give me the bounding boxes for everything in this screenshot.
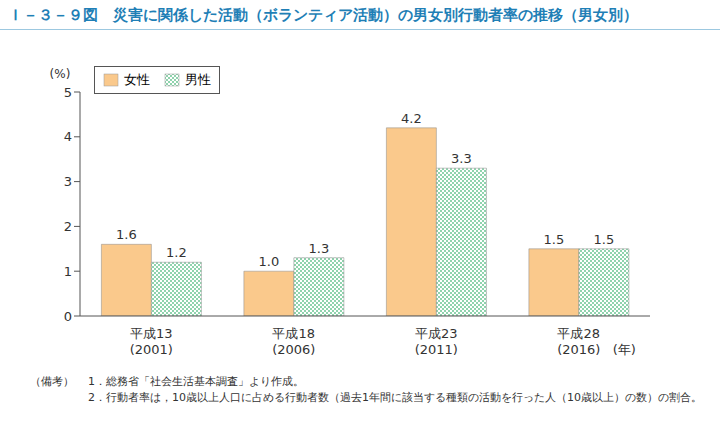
svg-text:1.2: 1.2 [166, 245, 187, 260]
html-text:女性: 女性 [124, 72, 150, 87]
svg-text:平成28: 平成28 [557, 326, 600, 341]
svg-text:3: 3 [64, 174, 72, 189]
svg-text:1: 1 [64, 264, 72, 279]
svg-text:平成13: 平成13 [130, 326, 173, 341]
svg-text:平成23: 平成23 [415, 326, 458, 341]
svg-text:4.2: 4.2 [401, 111, 422, 126]
svg-text:0: 0 [64, 309, 72, 324]
svg-text:(2001): (2001) [130, 342, 173, 357]
svg-text:1.3: 1.3 [309, 241, 330, 256]
svg-text:(2016): (2016) [557, 342, 600, 357]
svg-text:1.0: 1.0 [259, 254, 280, 269]
svg-text:1.5: 1.5 [594, 232, 615, 247]
svg-text:5: 5 [64, 85, 72, 100]
svg-text:(2006): (2006) [272, 342, 315, 357]
svg-text:(年): (年) [613, 342, 636, 357]
svg-text:平成18: 平成18 [272, 326, 315, 341]
svg-text:2: 2 [64, 219, 72, 234]
svg-text:1.5: 1.5 [544, 232, 565, 247]
html-text:男性: 男性 [185, 72, 211, 87]
svg-text:(%): (%) [50, 67, 71, 81]
html-text:（備考）: （備考） [30, 375, 74, 388]
svg-text:1.6: 1.6 [116, 227, 137, 242]
svg-text:3.3: 3.3 [451, 151, 472, 166]
html-text:Ｉ－３－９図 災害に関係した活動（ボランティア活動）の男女別: Ｉ－３－９図 災害に関係した活動（ボランティア活動）の男女別行動者率の推移（男女… [8, 6, 638, 24]
svg-text:(2011): (2011) [415, 342, 458, 357]
svg-text:4: 4 [64, 129, 72, 144]
html-text:2．行動者率は，10歳以上人口に占める行動者数（過去1年間に: 2．行動者率は，10歳以上人口に占める行動者数（過去1年間に該当する種類の活動を… [88, 391, 702, 404]
html-text:1．総務省「社会生活基本調査」より作成。: 1．総務省「社会生活基本調査」より作成。 [88, 375, 304, 388]
